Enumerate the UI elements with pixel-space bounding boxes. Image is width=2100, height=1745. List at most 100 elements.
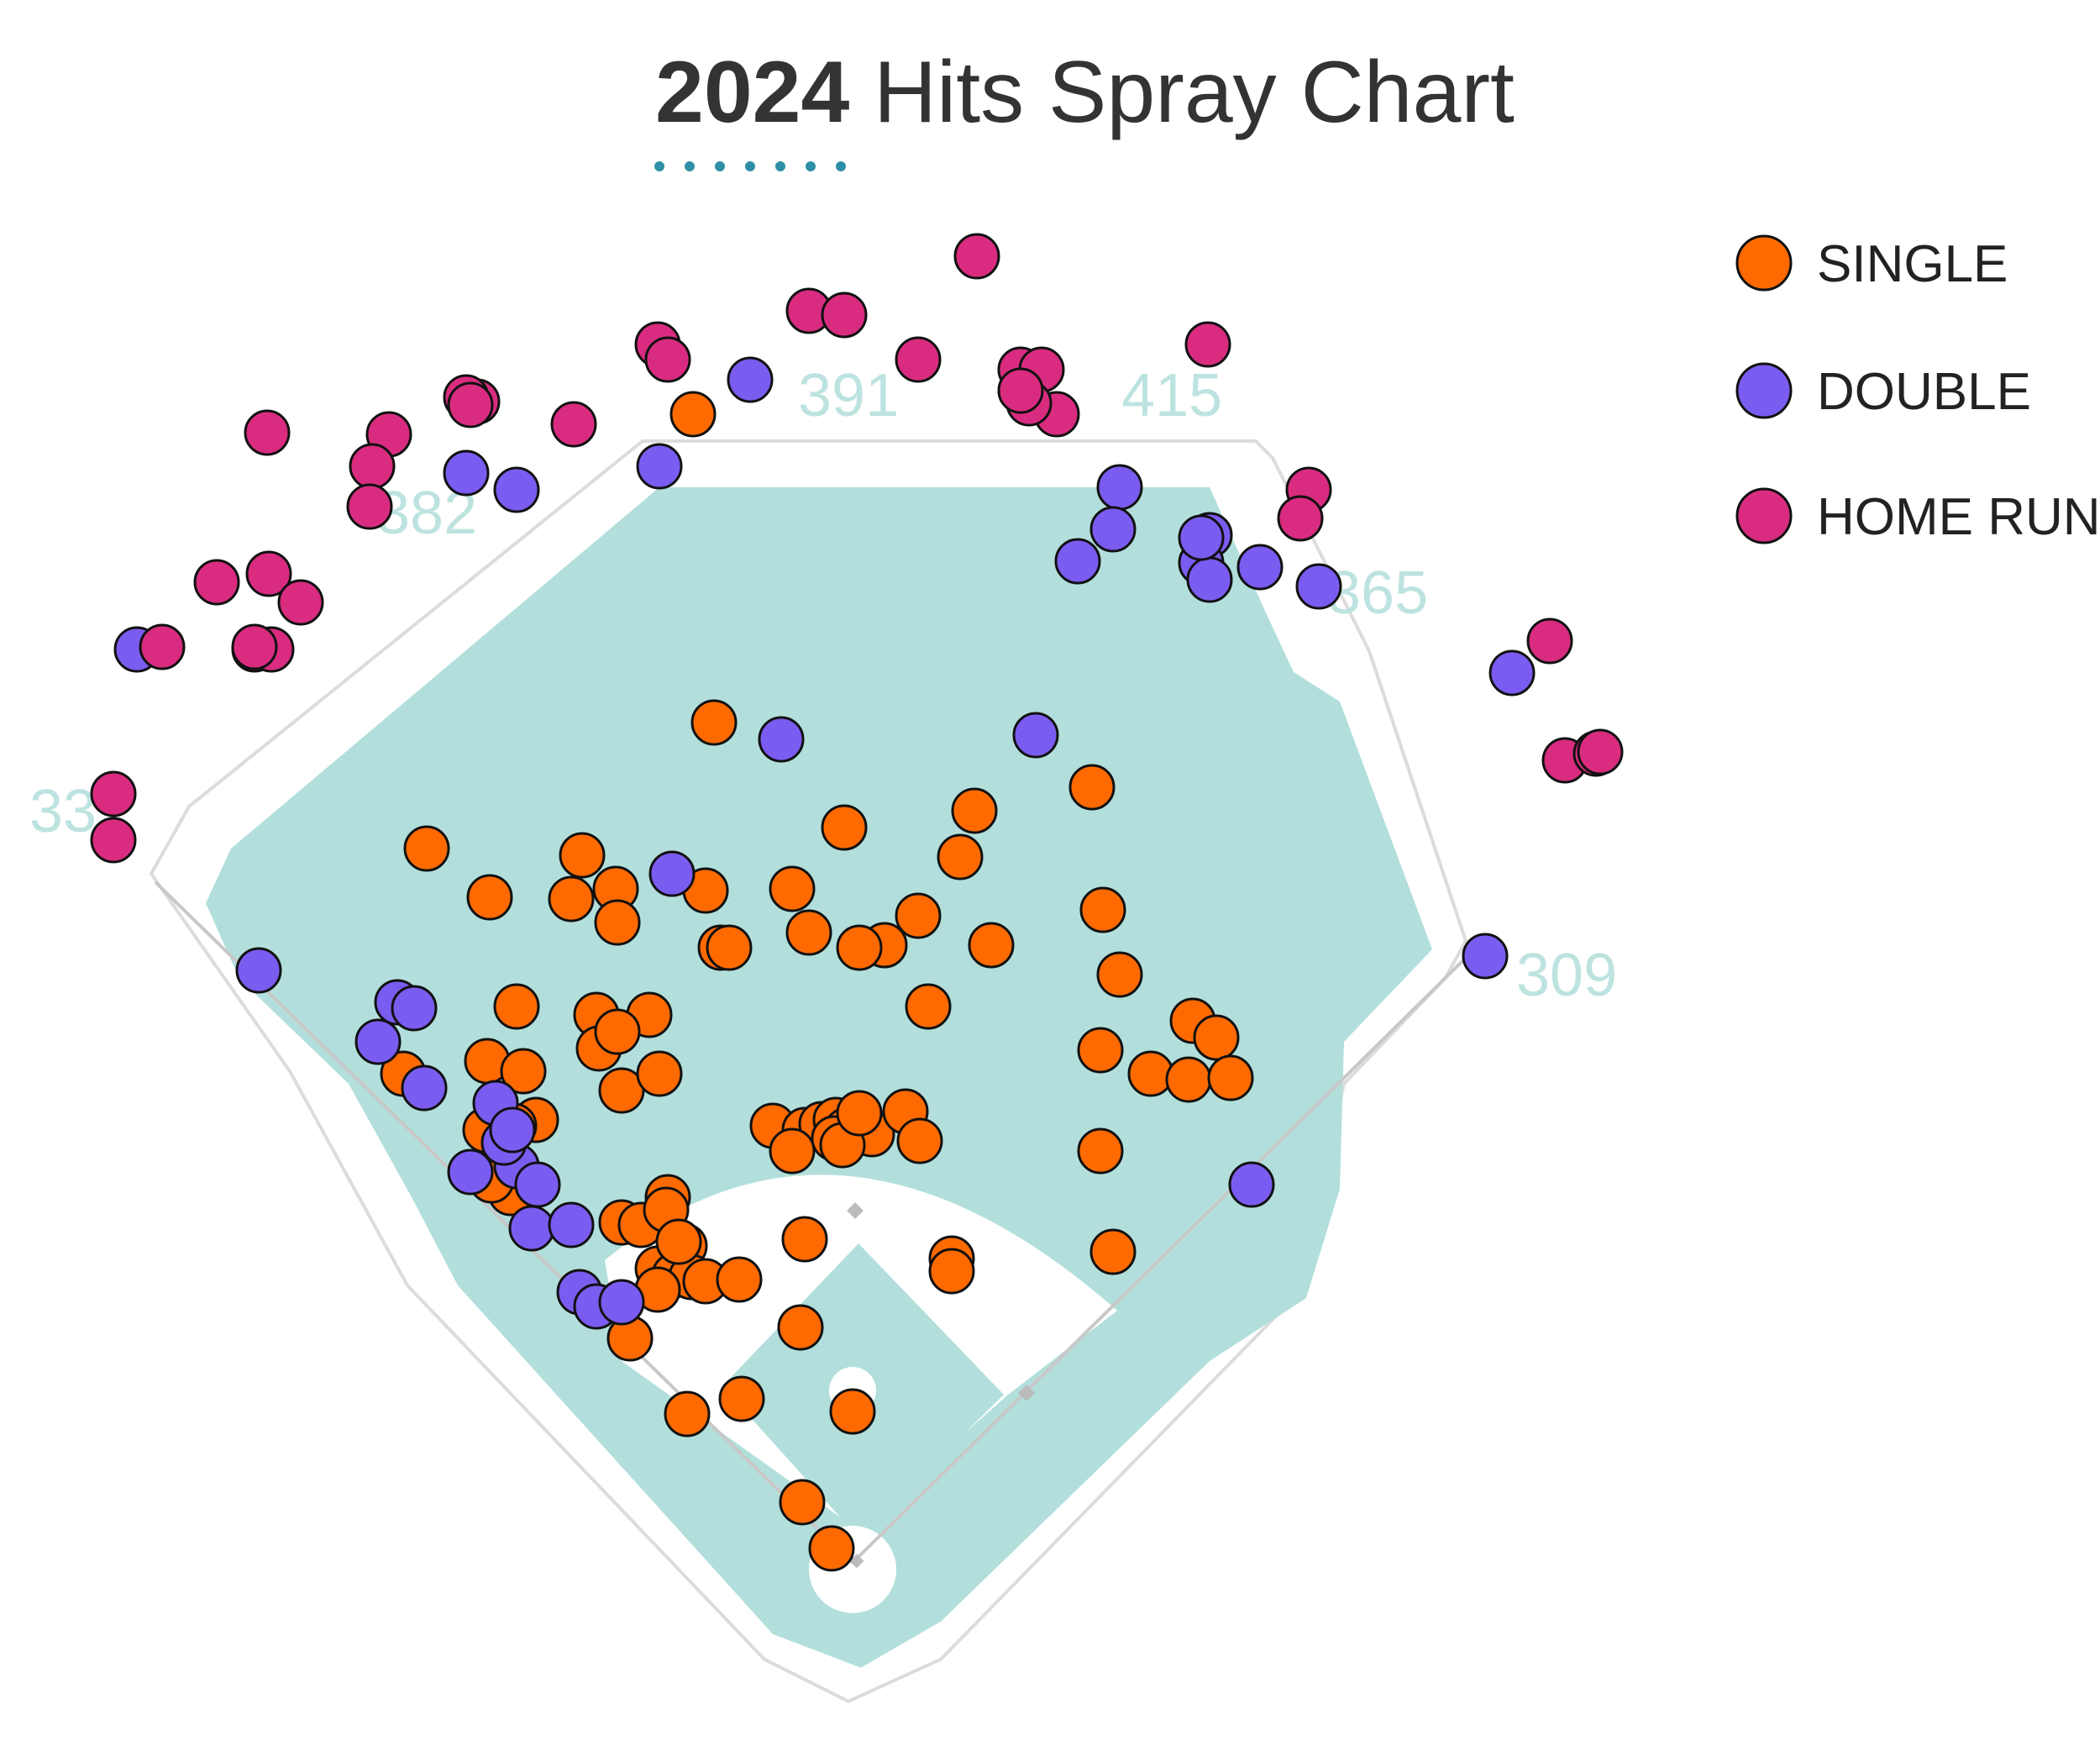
hit-marker-double — [648, 850, 696, 897]
hit-marker-single — [937, 833, 984, 880]
hit-marker-double — [1012, 712, 1059, 759]
hit-marker-home-run — [821, 292, 868, 339]
hit-marker-double — [1178, 514, 1225, 561]
hit-marker-single — [769, 865, 816, 912]
hit-marker-home-run — [90, 817, 137, 864]
distance-center-left: 391 — [798, 362, 899, 429]
title-year: 2024 — [655, 44, 850, 141]
hit-marker-home-run — [90, 770, 137, 817]
distance-center-right: 415 — [1121, 362, 1222, 429]
left-foul-line — [154, 880, 854, 1564]
hit-marker-single — [1077, 1027, 1124, 1074]
title-underline-dot — [715, 161, 725, 171]
hit-marker-single — [493, 983, 540, 1030]
title-underline-dot — [806, 161, 816, 171]
outer-wall — [149, 439, 1468, 1704]
hit-marker-single — [655, 1218, 702, 1265]
hit-markers — [90, 233, 1624, 1572]
hit-marker-double — [447, 1148, 494, 1196]
hit-marker-double — [1488, 649, 1536, 696]
hit-marker-home-run — [953, 233, 1000, 280]
hit-marker-double — [636, 443, 683, 490]
title-underline-dot — [654, 161, 664, 171]
hit-marker-single — [594, 1008, 641, 1055]
distance-right-line: 309 — [1516, 942, 1617, 1009]
hit-marker-single — [716, 1256, 763, 1303]
hit-marker-double — [514, 1161, 561, 1208]
second-base — [847, 1202, 864, 1219]
hit-marker-double — [489, 1106, 536, 1154]
legend-marker-double — [1735, 362, 1793, 419]
hit-marker-single — [690, 699, 738, 746]
hit-marker-single — [1207, 1054, 1254, 1101]
hit-marker-single — [718, 1375, 765, 1422]
title-underline — [654, 161, 846, 171]
hit-marker-double — [1228, 1161, 1275, 1208]
title-underline-dot — [836, 161, 846, 171]
title-text: Hits Spray Chart — [874, 44, 1515, 141]
hit-marker-single — [836, 924, 883, 971]
hit-marker-home-run — [447, 381, 494, 428]
hit-marker-double — [1236, 544, 1284, 591]
hit-marker-home-run — [550, 401, 597, 448]
hit-marker-home-run — [644, 336, 691, 383]
hit-marker-double — [1054, 538, 1101, 585]
hit-marker-home-run — [895, 336, 942, 383]
home-plate — [849, 1553, 864, 1569]
hit-marker-single — [1089, 1228, 1137, 1275]
hit-marker-double — [1186, 556, 1233, 603]
hit-marker-double — [598, 1279, 645, 1326]
hit-marker-double — [508, 1205, 555, 1252]
hit-marker-single — [928, 1248, 975, 1295]
hit-marker-double — [548, 1201, 595, 1248]
title-underline-dot — [685, 161, 695, 171]
outfield-grass — [206, 487, 1432, 1668]
hit-marker-double — [1295, 563, 1342, 610]
hit-marker-double — [391, 985, 438, 1032]
hit-marker-single — [779, 1479, 826, 1526]
hit-marker-single — [500, 1048, 547, 1095]
hit-marker-single — [1068, 764, 1116, 811]
hit-marker-home-run — [277, 579, 324, 626]
hit-marker-single — [669, 391, 717, 438]
hit-marker-single — [896, 1117, 943, 1164]
legend-label-single: SINGLE — [1817, 235, 2008, 293]
hit-marker-single — [636, 1050, 683, 1097]
hit-marker-double — [727, 356, 774, 403]
hit-marker-single — [905, 983, 952, 1030]
title-underline-dot — [745, 161, 755, 171]
legend-marker-home-run — [1735, 487, 1793, 544]
hit-marker-double — [1096, 464, 1143, 511]
hit-marker-single — [808, 1525, 855, 1572]
hit-marker-home-run — [1184, 321, 1231, 368]
hit-marker-single — [466, 874, 513, 921]
hit-marker-single — [1096, 951, 1143, 998]
hit-marker-single — [706, 924, 753, 971]
hit-marker-single — [548, 875, 595, 922]
hit-marker-single — [836, 1090, 883, 1137]
hit-marker-single — [895, 892, 942, 939]
hit-marker-single — [821, 804, 868, 851]
hit-marker-single — [785, 909, 832, 956]
legend-label-double: DOUBLE — [1817, 363, 2031, 421]
legend-item-home-run: HOME RUN — [1735, 487, 2100, 546]
hit-marker-single — [1193, 1014, 1240, 1061]
hit-marker-home-run — [139, 623, 186, 670]
first-base — [1018, 1385, 1035, 1401]
hit-marker-double — [354, 1018, 402, 1065]
legend-item-double: DOUBLE — [1735, 362, 2031, 421]
hit-marker-single — [598, 1067, 645, 1114]
hit-marker-double — [1089, 506, 1137, 553]
hit-marker-single — [829, 1388, 876, 1435]
hit-marker-double — [493, 466, 540, 513]
hit-marker-double — [235, 947, 282, 994]
legend-item-single: SINGLE — [1735, 234, 2008, 293]
hit-marker-single — [1079, 886, 1126, 933]
hit-marker-single — [769, 1127, 816, 1175]
chart-title: 2024 Hits Spray Chart — [654, 44, 1515, 171]
hit-marker-home-run — [244, 409, 291, 456]
hit-marker-home-run — [349, 443, 396, 490]
hit-marker-home-run — [997, 367, 1044, 414]
hit-marker-home-run — [1526, 618, 1573, 665]
